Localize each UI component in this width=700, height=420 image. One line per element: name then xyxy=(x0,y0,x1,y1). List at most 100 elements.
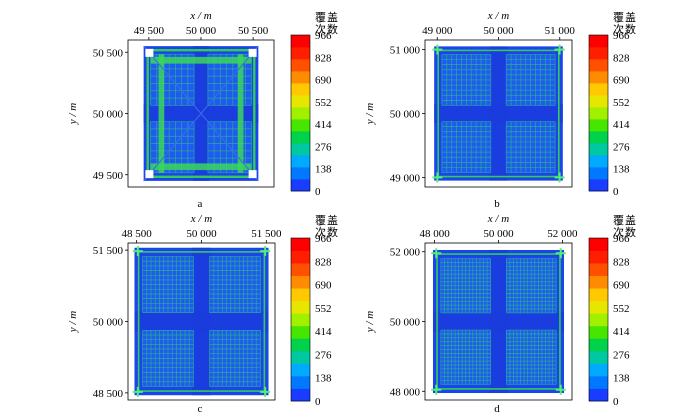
colorbar-segment-9 xyxy=(291,71,310,84)
corner-gap-1 xyxy=(248,48,257,57)
colorbar-segment-5 xyxy=(589,325,608,339)
colorbar-tick-label-5: 690 xyxy=(315,75,332,87)
colorbar-segment-5 xyxy=(589,119,608,132)
x-axis-label: x / m xyxy=(189,10,211,22)
colorbar-segment-10 xyxy=(589,59,608,72)
y-tick-label-0: 49 500 xyxy=(93,170,124,182)
y-axis-label: y / m xyxy=(67,103,79,125)
colorbar-segment-4 xyxy=(291,131,310,144)
panel-label: a xyxy=(198,198,203,210)
corner-bar-2 xyxy=(150,56,252,64)
colorbar-title-line1: 覆盖 xyxy=(315,10,339,24)
edge-strip-1 xyxy=(436,388,561,390)
colorbar-tick-label-0: 0 xyxy=(613,186,619,198)
colorbar-segment-8 xyxy=(291,83,310,96)
colorbar-tick-label-4: 552 xyxy=(613,97,630,109)
colorbar-title-line2: 次数 xyxy=(613,22,637,36)
colorbar-tick-label-6: 828 xyxy=(613,256,630,268)
colorbar-segment-4 xyxy=(291,338,310,352)
colorbar-frame xyxy=(588,34,609,192)
colorbar-segment-2 xyxy=(589,155,608,168)
colorbar-segment-10 xyxy=(589,263,608,277)
coverage-block-1 xyxy=(506,258,557,314)
coverage-block-3 xyxy=(505,121,556,173)
colorbar-segment-6 xyxy=(589,313,608,327)
x-tick-label-1: 50 000 xyxy=(186,25,217,37)
y-axis-label: y / m xyxy=(364,103,376,125)
corner-gap-3 xyxy=(248,170,257,179)
colorbar-tick-label-3: 414 xyxy=(315,119,332,131)
colorbar-segment-3 xyxy=(589,350,608,364)
colorbar-segment-10 xyxy=(291,59,310,72)
colorbar-tick-label-3: 414 xyxy=(613,119,630,131)
panel-d: 48 000 50 000 52 000 48 000 50 000 52 000 x / … xyxy=(364,213,637,415)
edge-strip-0 xyxy=(437,49,560,52)
edge-strip-1 xyxy=(146,175,256,179)
coverage-block-1 xyxy=(505,54,556,106)
colorbar-segment-0 xyxy=(589,388,608,402)
x-tick-label-0: 49 500 xyxy=(134,25,165,37)
panel-label: c xyxy=(198,403,203,415)
x-tick-label-1: 50 000 xyxy=(483,228,514,240)
colorbar-tick-label-0: 0 xyxy=(613,396,619,408)
y-tick-label-1: 50 000 xyxy=(390,317,421,329)
colorbar-segment-10 xyxy=(291,263,310,277)
colorbar-segment-7 xyxy=(291,300,310,314)
colorbar-tick-label-5: 690 xyxy=(613,75,630,87)
colorbar-frame xyxy=(290,237,311,402)
colorbar-segment-1 xyxy=(589,375,608,389)
colorbar-segment-8 xyxy=(589,288,608,302)
y-axis-label: y / m xyxy=(364,311,376,333)
colorbar-segment-0 xyxy=(291,179,310,192)
colorbar-tick-label-2: 276 xyxy=(315,349,332,361)
colorbar-segment-6 xyxy=(291,313,310,327)
diagonal-1 xyxy=(143,45,259,182)
colorbar-segment-0 xyxy=(291,388,310,402)
colorbar-segment-9 xyxy=(589,71,608,84)
x-tick-label-1: 50 000 xyxy=(483,25,514,37)
colorbar-title-line1: 覆盖 xyxy=(613,213,637,227)
colorbar-segment-8 xyxy=(291,288,310,302)
edge-strip-2 xyxy=(436,253,438,390)
x-tick-label-0: 48 000 xyxy=(419,228,450,240)
panel-label: b xyxy=(494,198,500,210)
colorbar-segment-11 xyxy=(291,47,310,60)
colorbar-tick-label-4: 552 xyxy=(613,303,630,315)
x-tick-label-1: 50 000 xyxy=(186,228,217,240)
coverage-heatmap xyxy=(132,246,271,397)
corner-bar-1 xyxy=(237,54,244,173)
x-tick-label-2: 52 000 xyxy=(547,228,578,240)
coverage-block-2 xyxy=(441,121,492,173)
colorbar-title-line2: 次数 xyxy=(613,225,637,239)
colorbar-segment-1 xyxy=(589,167,608,180)
colorbar-tick-label-6: 828 xyxy=(315,256,332,268)
edge-strip-3 xyxy=(557,49,560,178)
corner-bar-0 xyxy=(158,54,165,173)
colorbar-tick-label-2: 276 xyxy=(315,141,332,153)
corner-bar-3 xyxy=(150,163,252,171)
colorbar-segment-1 xyxy=(291,375,310,389)
coverage-block-1 xyxy=(209,256,261,314)
colorbar-segment-3 xyxy=(291,350,310,364)
y-tick-label-2: 51 000 xyxy=(390,45,421,57)
coverage-heatmap xyxy=(143,45,259,182)
y-axis-label: y / m xyxy=(67,311,79,333)
corner-gap-2 xyxy=(145,170,154,179)
colorbar-segment-11 xyxy=(291,250,310,264)
y-tick-label-2: 51 500 xyxy=(93,245,124,257)
colorbar-segment-11 xyxy=(589,47,608,60)
coverage-block-0 xyxy=(440,258,491,314)
colorbar-tick-label-4: 552 xyxy=(315,97,332,109)
coverage-block-0 xyxy=(441,54,492,106)
colorbar-tick-label-3: 414 xyxy=(613,326,630,338)
x-tick-label-0: 49 000 xyxy=(422,25,453,37)
colorbar-tick-label-7: 966 xyxy=(315,233,332,245)
colorbar-tick-label-1: 138 xyxy=(315,373,332,385)
colorbar-segment-5 xyxy=(291,119,310,132)
colorbar-frame xyxy=(290,34,311,192)
colorbar-segment-3 xyxy=(589,143,608,156)
